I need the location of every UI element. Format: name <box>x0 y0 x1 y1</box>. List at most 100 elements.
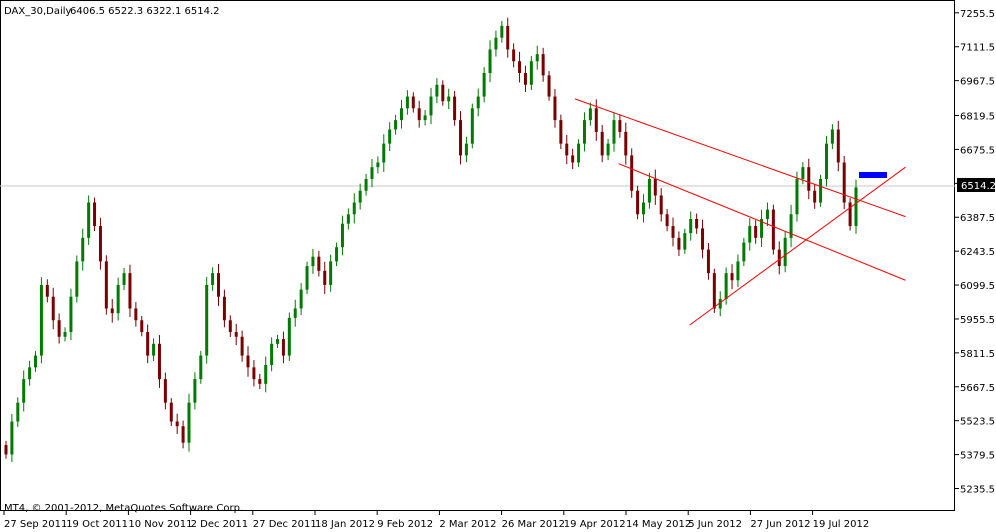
candle-body <box>376 162 380 168</box>
candle-body <box>795 178 799 215</box>
candle-body <box>329 261 333 285</box>
candle-body <box>104 261 108 309</box>
candle-body <box>287 317 291 356</box>
x-tick-label: 19 Apr 2012 <box>564 519 626 530</box>
candle-body <box>706 249 710 274</box>
candle-body <box>417 108 421 121</box>
candle-body <box>364 178 368 191</box>
candle-body <box>299 289 303 309</box>
y-tick-label: 6243.5 <box>960 247 995 258</box>
candle-body <box>4 445 8 455</box>
trendline-1[interactable] <box>574 98 906 218</box>
candle-body <box>453 96 457 121</box>
candle-body <box>187 402 191 443</box>
trendline-2[interactable] <box>618 163 906 281</box>
candle-body <box>630 155 634 191</box>
candle-body <box>228 320 232 333</box>
candle-body <box>63 332 67 337</box>
y-axis: 7255.57111.56967.56819.56675.56531.56387… <box>955 9 995 496</box>
candle-body <box>588 108 592 121</box>
trendlines[interactable] <box>574 98 906 326</box>
candle-body <box>423 115 427 121</box>
price-marker[interactable] <box>859 172 887 178</box>
candle-body <box>783 237 787 267</box>
candle-body <box>647 178 651 203</box>
candle-body <box>659 195 663 215</box>
y-tick-label: 5379.5 <box>960 451 995 462</box>
candle-body <box>553 96 557 121</box>
candle-body <box>748 226 752 243</box>
candle-body <box>459 120 463 156</box>
candle-body <box>836 129 840 163</box>
candle-body <box>258 379 262 384</box>
x-tick-label: 27 Dec 2011 <box>253 519 317 530</box>
candle-body <box>122 273 126 285</box>
candle-body <box>689 219 693 234</box>
candle-body <box>51 296 55 321</box>
trendline-3[interactable] <box>689 166 906 326</box>
candle-body <box>824 143 828 179</box>
candle-body <box>718 299 722 309</box>
ohlc-values: 6406.5 6522.3 6322.1 6514.2 <box>70 6 220 17</box>
current-price-label: 6514.2 <box>961 181 996 192</box>
x-tick-label: 2 Mar 2012 <box>439 519 496 530</box>
x-tick-label: 19 Jul 2012 <box>813 519 870 530</box>
candle-body <box>39 284 43 356</box>
current-price-label-box <box>957 178 995 192</box>
candle-body <box>447 96 451 102</box>
x-tick-label: 14 May 2012 <box>626 519 691 530</box>
y-tick-label: 6967.5 <box>960 77 995 88</box>
candle-body <box>683 233 687 250</box>
candle-body <box>830 129 834 144</box>
y-tick-label: 7111.5 <box>960 43 995 54</box>
candle-body <box>75 261 79 297</box>
candle-body <box>152 343 156 356</box>
candle-body <box>93 202 97 227</box>
candle-body <box>394 120 398 130</box>
candle-body <box>69 296 73 333</box>
candle-body <box>175 421 179 427</box>
y-tick-label: 5667.5 <box>960 383 995 394</box>
candle-body <box>98 226 102 262</box>
candle-body <box>234 332 238 337</box>
candle-body <box>606 143 610 156</box>
candle-body <box>754 226 758 238</box>
candle-body <box>352 202 356 215</box>
y-tick-label: 6387.5 <box>960 213 995 224</box>
candle-body <box>157 343 161 380</box>
candle-body <box>512 49 516 62</box>
candle-body <box>789 214 793 238</box>
candle-body <box>87 202 91 238</box>
candle-body <box>193 379 197 403</box>
x-tick-label: 9 Feb 2012 <box>377 519 433 530</box>
candle-body <box>565 143 569 156</box>
x-tick-label: 19 Oct 2011 <box>66 519 128 530</box>
candle-body <box>382 143 386 163</box>
candle-body <box>435 84 439 97</box>
candle-body <box>140 320 144 333</box>
candle-body <box>712 273 716 309</box>
candle-body <box>470 108 474 144</box>
candle-body <box>317 256 321 271</box>
candle-body <box>624 131 628 156</box>
candle-body <box>695 219 699 229</box>
candle-body <box>222 296 226 321</box>
candle-body <box>358 190 362 203</box>
candle-body <box>730 273 734 281</box>
candle-body <box>217 273 220 297</box>
candle-body <box>116 284 120 314</box>
candle-body <box>500 25 504 38</box>
candle-body <box>559 120 563 144</box>
candle-body <box>311 256 315 267</box>
candle-body <box>181 426 185 443</box>
candle-body <box>281 339 285 356</box>
candle-body <box>523 73 527 85</box>
candle-body <box>854 187 858 227</box>
candle-body <box>340 223 344 248</box>
candle-body <box>529 61 533 85</box>
candle-body <box>476 96 480 109</box>
candle-body <box>293 308 297 318</box>
